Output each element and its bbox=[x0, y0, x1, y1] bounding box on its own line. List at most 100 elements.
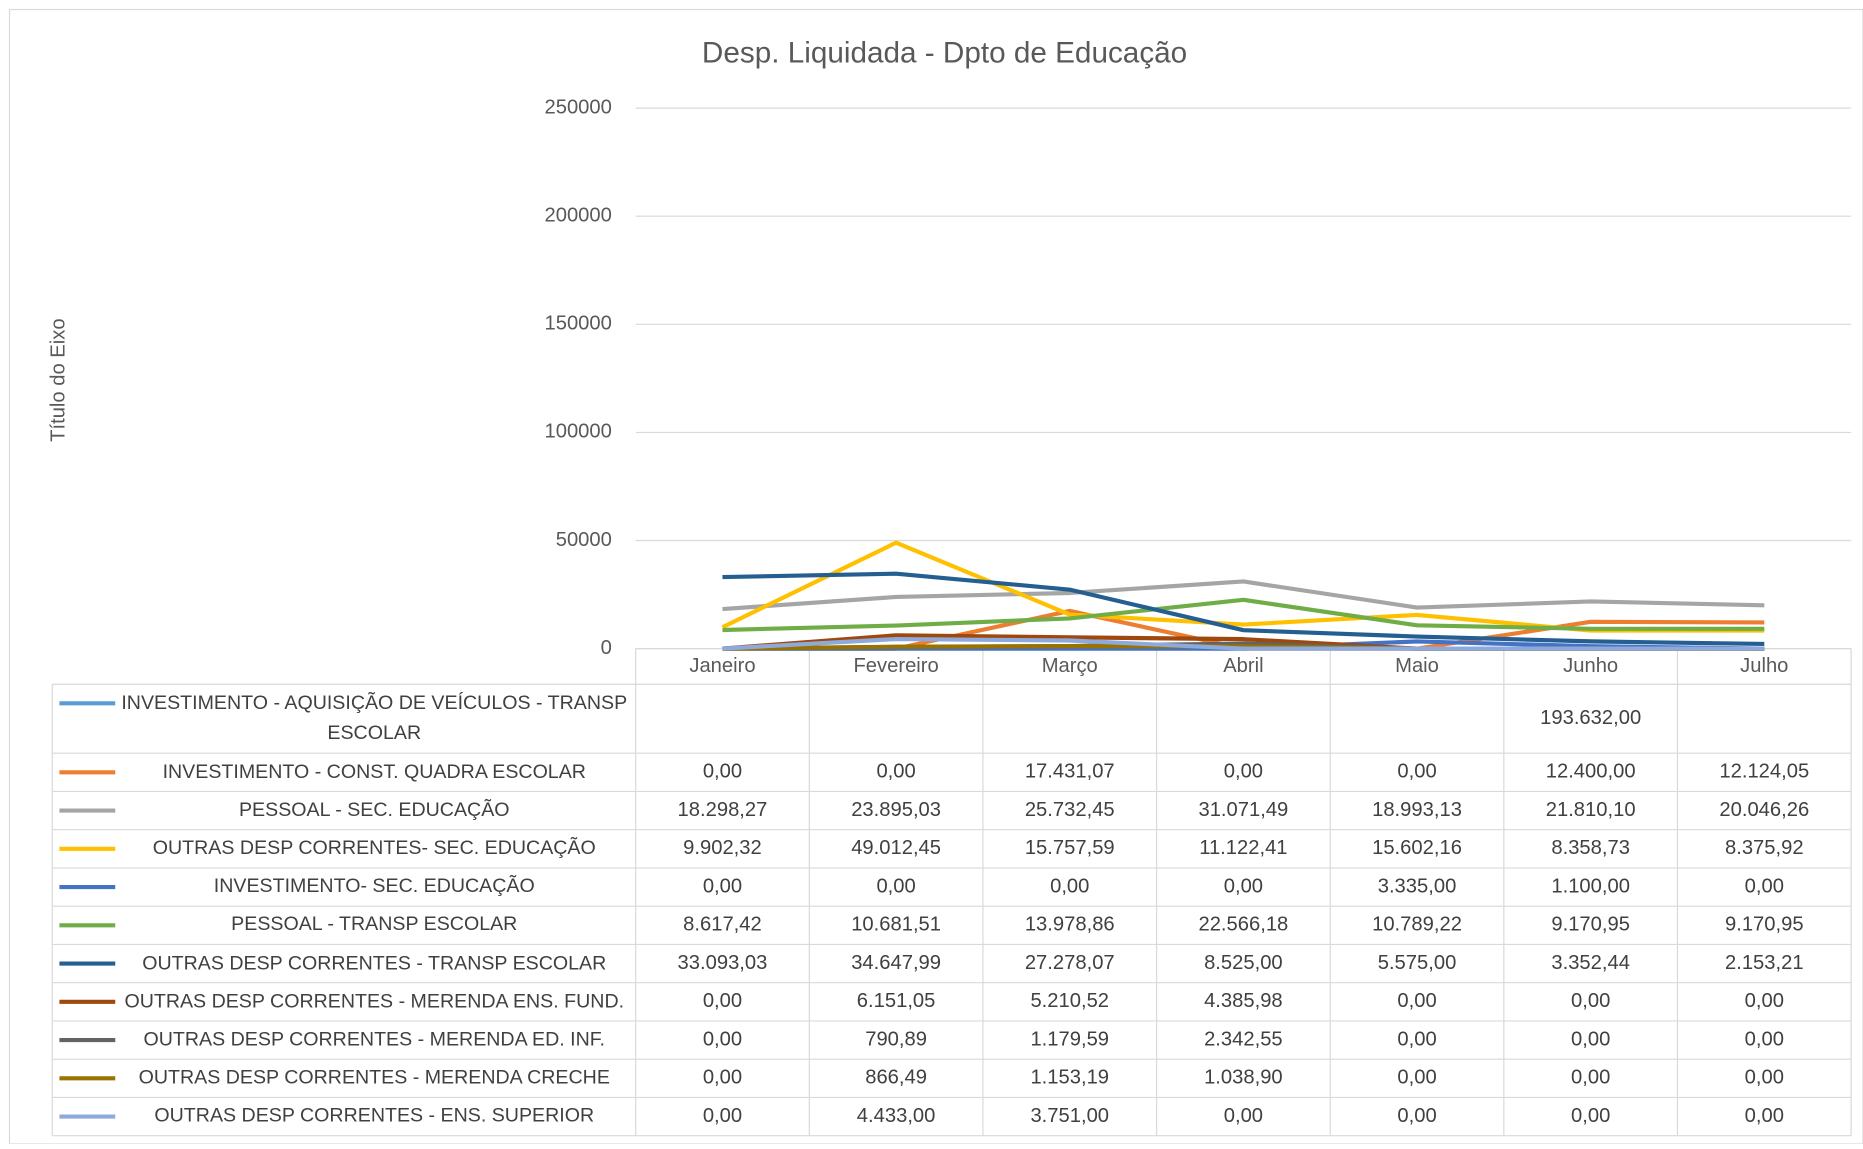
table-cell: 193.632,00 bbox=[1540, 707, 1641, 729]
table-cell: 21.810,10 bbox=[1546, 799, 1636, 821]
table-cell: 0,00 bbox=[876, 761, 915, 783]
legend-label-box: INVESTIMENTO - CONST. QUADRA ESCOLAR bbox=[163, 761, 586, 782]
table-cell: 4.433,00 bbox=[857, 1105, 936, 1127]
table-cell: 23.895,03 bbox=[851, 799, 941, 821]
table-cell: 11.122,41 bbox=[1199, 837, 1287, 859]
table-cell: 15.602,16 bbox=[1372, 837, 1462, 859]
table-cell: 866,49 bbox=[865, 1067, 927, 1089]
x-tick-label: Março bbox=[1042, 655, 1098, 677]
table-cell: 790,89 bbox=[865, 1028, 927, 1050]
legend-label: OUTRAS DESP CORRENTES - MERENDA ENS. FUN… bbox=[124, 990, 625, 1012]
table-cell: 8.358,73 bbox=[1551, 837, 1630, 859]
legend-label: PESSOAL - SEC. EDUCAÇÃO bbox=[238, 799, 510, 821]
legend-label: OUTRAS DESP CORRENTES - TRANSP ESCOLAR bbox=[142, 952, 607, 974]
table-cell: 0,00 bbox=[1745, 990, 1784, 1012]
table-cell: 0,00 bbox=[1224, 1105, 1263, 1127]
series-line bbox=[722, 636, 1765, 651]
table-cell: 20.046,26 bbox=[1719, 799, 1809, 821]
table-cell: 3.335,00 bbox=[1378, 875, 1457, 897]
table-cell: 1.179,59 bbox=[1030, 1028, 1109, 1050]
table-cell: 9.902,32 bbox=[683, 837, 762, 859]
table-cell: 6.151,05 bbox=[857, 990, 936, 1012]
series-line bbox=[722, 597, 1765, 633]
x-tick-label: Junho bbox=[1563, 655, 1618, 677]
table-cell: 25.732,45 bbox=[1025, 799, 1115, 821]
table-cell: 13.978,86 bbox=[1025, 914, 1115, 936]
table-cell: 1.153,19 bbox=[1030, 1067, 1109, 1089]
legend-label-box: OUTRAS DESP CORRENTES - ENS. SUPERIOR bbox=[154, 1105, 595, 1127]
legend-label-box: PESSOAL - SEC. EDUCAÇÃO bbox=[238, 799, 510, 821]
legend-label: INVESTIMENTO - AQUISIÇÃO DE VEÍCULOS - T… bbox=[121, 692, 628, 744]
legend-label: OUTRAS DESP CORRENTES - ENS. SUPERIOR bbox=[154, 1105, 595, 1127]
y-tick-label: 50000 bbox=[556, 529, 612, 551]
table-cell: 10.681,51 bbox=[851, 914, 941, 936]
table-cell: 3.751,00 bbox=[1030, 1105, 1109, 1127]
table-cell: 0,00 bbox=[703, 1105, 742, 1127]
table-cell: 0,00 bbox=[1745, 1028, 1784, 1050]
table-cell: 10.789,22 bbox=[1372, 914, 1462, 936]
table-cell: 12.400,00 bbox=[1546, 761, 1636, 783]
table-cell: 0,00 bbox=[876, 875, 915, 897]
table-cell: 18.993,13 bbox=[1372, 799, 1462, 821]
table-cell: 0,00 bbox=[1224, 875, 1263, 897]
table-cell: 9.170,95 bbox=[1725, 914, 1804, 936]
legend-label-box: PESSOAL - TRANSP ESCOLAR bbox=[231, 914, 518, 936]
table-cell: 3.352,44 bbox=[1551, 952, 1630, 974]
table-cell: 0,00 bbox=[1397, 761, 1436, 783]
table-cell: 5.210,52 bbox=[1030, 990, 1109, 1012]
table-cell: 12.124,05 bbox=[1719, 761, 1809, 783]
table-cell: 5.575,00 bbox=[1378, 952, 1457, 974]
table-cell: 8.525,00 bbox=[1204, 952, 1283, 974]
table-cell: 15.757,59 bbox=[1025, 837, 1115, 859]
x-tick-label: Janeiro bbox=[689, 655, 755, 677]
table-cell: 0,00 bbox=[703, 761, 742, 783]
table-cell: 8.617,42 bbox=[683, 914, 762, 936]
table-cell: 0,00 bbox=[703, 1028, 742, 1050]
table-cell: 0,00 bbox=[1397, 990, 1436, 1012]
legend-label-box: INVESTIMENTO- SEC. EDUCAÇÃO bbox=[213, 875, 535, 898]
table-cell: 0,00 bbox=[1050, 875, 1089, 897]
table-cell: 0,00 bbox=[1571, 1105, 1610, 1127]
legend-label-box: INVESTIMENTO - AQUISIÇÃO DE VEÍCULOS - T… bbox=[121, 692, 628, 744]
legend-label: PESSOAL - TRANSP ESCOLAR bbox=[231, 914, 518, 936]
series-line bbox=[722, 571, 1765, 647]
table-cell: 0,00 bbox=[703, 990, 742, 1012]
table-cell: 9.170,95 bbox=[1551, 914, 1630, 936]
table-cell: 0,00 bbox=[1571, 990, 1610, 1012]
table-cell: 0,00 bbox=[1397, 1105, 1436, 1127]
legend-label: INVESTIMENTO- SEC. EDUCAÇÃO bbox=[213, 875, 535, 898]
table-cell: 17.431,07 bbox=[1025, 761, 1115, 783]
table-cell: 22.566,18 bbox=[1198, 914, 1288, 936]
legend-label: OUTRAS DESP CORRENTES - MERENDA CRECHE bbox=[138, 1067, 610, 1089]
table-cell: 1.038,90 bbox=[1204, 1067, 1283, 1089]
table-cell: 2.342,55 bbox=[1204, 1028, 1283, 1050]
table-cell: 0,00 bbox=[703, 875, 742, 897]
table-cell: 0,00 bbox=[1397, 1028, 1436, 1050]
x-tick-label: Fevereiro bbox=[853, 655, 938, 677]
y-axis-title: Título do Eixo bbox=[48, 318, 70, 441]
x-tick-label: Abril bbox=[1223, 655, 1263, 677]
x-tick-label: Julho bbox=[1740, 655, 1788, 677]
legend-label-box: OUTRAS DESP CORRENTES - MERENDA ENS. FUN… bbox=[124, 990, 625, 1012]
y-tick-label: 100000 bbox=[545, 421, 612, 443]
table-cell: 0,00 bbox=[1571, 1067, 1610, 1089]
table-cell: 0,00 bbox=[1745, 1105, 1784, 1127]
table-cell: 0,00 bbox=[1224, 761, 1263, 783]
table-cell: 4.385,98 bbox=[1204, 990, 1283, 1012]
legend-label-box: OUTRAS DESP CORRENTES - MERENDA CRECHE bbox=[138, 1067, 610, 1089]
y-tick-label: 250000 bbox=[545, 96, 612, 118]
table-cell: 0,00 bbox=[1397, 1067, 1436, 1089]
table-cell: 0,00 bbox=[1745, 875, 1784, 897]
table-cell: 31.071,49 bbox=[1198, 799, 1288, 821]
table-cell: 2.153,21 bbox=[1725, 952, 1804, 974]
legend-label-box: OUTRAS DESP CORRENTES - TRANSP ESCOLAR bbox=[142, 952, 607, 974]
table-cell: 8.375,92 bbox=[1725, 837, 1804, 859]
table-cell: 0,00 bbox=[703, 1067, 742, 1089]
y-tick-label: 0 bbox=[601, 637, 612, 659]
table-cell: 49.012,45 bbox=[851, 837, 941, 859]
legend-label-box: OUTRAS DESP CORRENTES - MERENDA ED. INF. bbox=[144, 1029, 605, 1050]
y-tick-label: 200000 bbox=[545, 205, 612, 227]
table-cell: 0,00 bbox=[1571, 1028, 1610, 1050]
chart-title: Desp. Liquidada - Dpto de Educação bbox=[702, 36, 1187, 69]
series-line bbox=[722, 579, 1765, 612]
